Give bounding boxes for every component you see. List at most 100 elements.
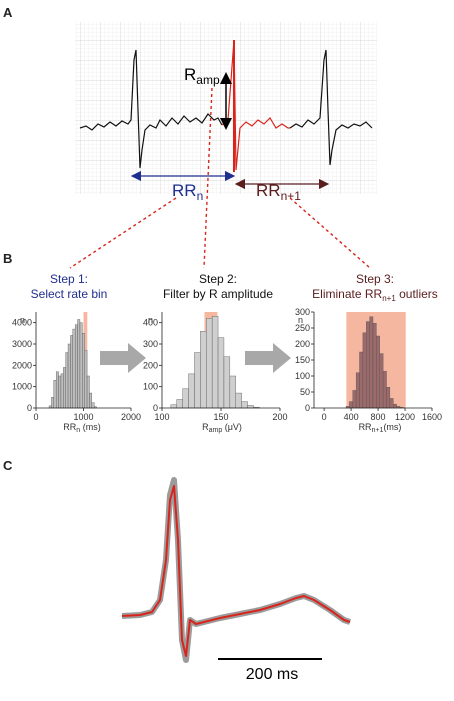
- histogram-bar: [241, 401, 248, 409]
- histogram-bar: [86, 375, 90, 409]
- step2-title: Step 2:: [199, 272, 237, 286]
- histogram-bar: [72, 328, 76, 409]
- flow-arrow-2: [245, 343, 291, 373]
- histogram-bar: [51, 397, 55, 409]
- histogram-bar: [362, 332, 367, 409]
- y-tick-label: 2000: [12, 360, 32, 370]
- histogram-bar: [211, 316, 219, 409]
- histogram-bar: [355, 372, 360, 409]
- histogram-bar: [359, 351, 364, 409]
- histogram-bar: [349, 401, 353, 409]
- averaged-waveforms: 200 ms: [121, 477, 351, 683]
- panel-label-c: C: [3, 458, 13, 473]
- histogram-bar: [63, 367, 66, 409]
- r-amp-label: Ramp: [184, 65, 220, 87]
- histogram-bar: [235, 392, 242, 409]
- histogram-bar: [91, 402, 95, 409]
- x-tick-label: 150: [213, 412, 228, 422]
- x-tick-label: 1200: [395, 412, 415, 422]
- histogram-bar: [200, 331, 207, 409]
- histogram-bar: [176, 399, 183, 409]
- y-tick-label: 300: [295, 307, 310, 317]
- histogram-bar: [60, 373, 64, 409]
- histogram-bar: [84, 350, 88, 409]
- y-tick-label: 1000: [12, 382, 32, 392]
- histogram-bar: [229, 375, 236, 409]
- histogram-bar: [372, 323, 377, 409]
- x-tick-label: 2000: [121, 412, 141, 422]
- histogram-bar: [217, 337, 225, 409]
- ecg-trace-second: [289, 49, 373, 166]
- dashed-connectors: [69, 87, 371, 269]
- histogram-bar: [53, 380, 57, 409]
- step1-title: Step 1:: [50, 272, 88, 286]
- histogram-bar: [376, 335, 380, 409]
- histogram-bar: [89, 392, 93, 409]
- y-tick-label: 200: [295, 339, 310, 349]
- histogram-bar: [206, 318, 213, 409]
- x-tick-label: 1600: [422, 412, 442, 422]
- h3-xlabel: RRn+1(ms): [359, 422, 402, 434]
- x-tick-label: 400: [344, 412, 359, 422]
- y-tick-label: 250: [295, 323, 310, 333]
- histogram-bar: [223, 356, 231, 409]
- y-tick-label: 150: [295, 355, 310, 365]
- y-tick-label: 100: [143, 382, 158, 392]
- y-tick-label: 0: [305, 403, 310, 413]
- y-tick-label: 300: [143, 339, 158, 349]
- step2-desc: Filter by R amplitude: [163, 287, 273, 301]
- histogram-bar: [170, 404, 177, 409]
- histogram-bar: [182, 388, 189, 409]
- scale-bar-label: 200 ms: [246, 666, 298, 683]
- histogram-bar: [82, 333, 85, 409]
- y-tick-label: 400: [143, 318, 158, 328]
- histogram-bar: [77, 319, 81, 409]
- step3-desc: Eliminate RRn+1 outliers: [312, 287, 438, 303]
- histogram-bar: [386, 387, 391, 409]
- histogram-bar: [55, 371, 59, 409]
- histogram-bar: [194, 352, 201, 409]
- histogram-bar: [70, 335, 74, 409]
- x-tick-label: 100: [154, 412, 169, 422]
- flow-arrow-1: [100, 343, 146, 373]
- h1-xlabel: RRn (ms): [63, 422, 100, 434]
- x-tick-label: 1000: [73, 412, 93, 422]
- connector-step2: [203, 87, 213, 269]
- histogram-bar: [369, 316, 374, 409]
- connector-step1: [69, 197, 177, 269]
- panel-label-b: B: [3, 251, 12, 266]
- histogram-bar: [379, 353, 384, 409]
- y-tick-label: 3000: [12, 339, 32, 349]
- x-tick-label: 0: [33, 412, 38, 422]
- histogram-bar: [65, 352, 69, 409]
- ecg-panel: Ramp RRn RRn+1: [75, 22, 377, 203]
- h3-ylabel: n: [298, 315, 303, 325]
- y-tick-label: 0: [27, 403, 32, 413]
- y-tick-label: 200: [143, 360, 158, 370]
- rr-n-label: RRn: [172, 181, 203, 203]
- y-tick-label: 0: [153, 403, 158, 413]
- x-tick-label: 800: [371, 412, 386, 422]
- y-tick-label: 4000: [12, 318, 32, 328]
- ecg-trace: [79, 49, 223, 169]
- histogram-bar: [393, 403, 397, 409]
- step3-title: Step 3:: [356, 272, 394, 286]
- step1-histogram: 0 1000 2000 0 1000 2000 3000 4000: [12, 312, 141, 422]
- step1-desc: Select rate bin: [31, 287, 108, 301]
- histogram-bar: [79, 322, 83, 409]
- histogram-bar: [74, 324, 78, 409]
- h2-ylabel: n: [148, 315, 153, 325]
- step3-histogram: 0 400 800 1200 1600 0 50 100 150 200 250 300: [295, 307, 442, 422]
- panel-label-a: A: [3, 5, 13, 20]
- histogram-bar: [389, 398, 394, 409]
- x-tick-label: 200: [272, 412, 287, 422]
- x-tick-label: 0: [322, 412, 327, 422]
- histogram-bar: [67, 343, 71, 409]
- h1-ylabel: n: [20, 315, 25, 325]
- h2-xlabel: Ramp (μV): [202, 422, 242, 434]
- rr-n1-label: RRn+1: [256, 181, 301, 203]
- histogram-bar: [382, 371, 387, 409]
- histogram-bar: [352, 390, 357, 409]
